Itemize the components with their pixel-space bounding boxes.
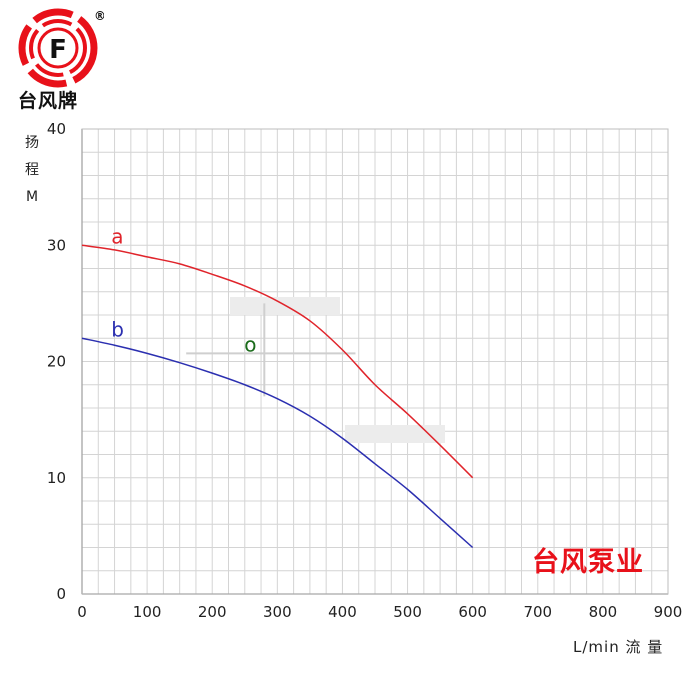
watermark-boxes [230,297,445,443]
x-axis-label: L/min 流 量 [573,638,664,656]
logo-middle-ring [29,19,87,77]
x-tick-label: 700 [523,603,552,621]
axes [81,128,669,595]
y-axis-label: 扬 程 M [24,130,40,211]
series-line-b [81,337,474,549]
x-tick-label: 200 [198,603,227,621]
y-tick-label: 10 [47,469,66,487]
x-tick-label: 500 [393,603,422,621]
x-tick-label: 400 [328,603,357,621]
x-tick-label: 800 [589,603,618,621]
watermark-box [345,425,445,443]
y-tick-label: 40 [47,120,66,138]
x-tick-label: 100 [133,603,162,621]
y-tick-label: 20 [47,353,66,371]
y-tick-label: 30 [47,236,66,254]
y-tick-label: 0 [56,585,66,603]
x-tick-label: 600 [458,603,487,621]
logo-name: 台风牌 [18,90,79,112]
series-line-a [81,244,474,479]
x-tick-label: 900 [654,603,683,621]
brand-title: 台风泵业 [532,547,644,578]
series: ab [81,224,474,549]
x-tick-label: 0 [77,603,87,621]
logo-inner-circle [37,27,79,69]
y-axis-label-char: 扬 [25,135,39,151]
tick-labels: 0 100 200 300 400 500 600 700 800 900 0 10 20 30 40 [47,120,682,621]
y-axis-label-char: 程 [25,162,39,178]
brand-logo: F ® [18,8,104,88]
logo-letter: F [49,35,67,65]
annotation-operating-point: o [244,332,256,356]
registered-mark: ® [94,9,104,23]
series-label-a: a [111,224,123,248]
x-tick-label: 300 [263,603,292,621]
annotations: o [244,332,256,356]
series-label-b: b [111,317,124,341]
y-axis-label-char: M [25,189,39,205]
logo-outer-ring [18,8,98,88]
grid [81,128,669,595]
plot-frame [81,128,669,595]
operating-point-guides [186,303,356,397]
